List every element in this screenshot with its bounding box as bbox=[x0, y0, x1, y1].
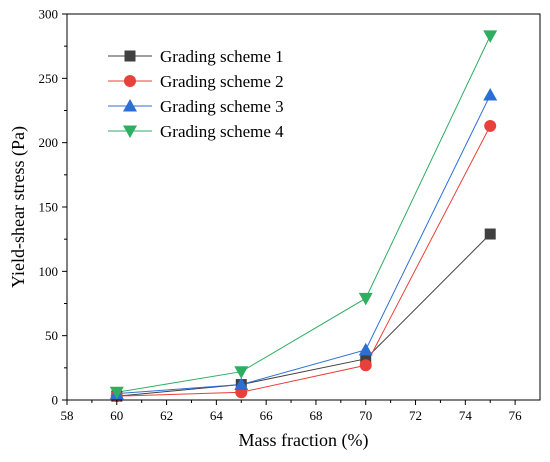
data-point-s1-x70 bbox=[360, 353, 372, 365]
x-tick-label-58: 58 bbox=[61, 408, 74, 423]
x-tick-label-76: 76 bbox=[509, 408, 523, 423]
data-point-s1-x75 bbox=[484, 228, 496, 240]
y-tick-label-150: 150 bbox=[39, 200, 59, 215]
legend-label-3: Grading scheme 3 bbox=[160, 97, 284, 116]
legend-entry-2: Grading scheme 2 bbox=[108, 72, 284, 91]
y-tick-label-0: 0 bbox=[52, 393, 59, 408]
x-tick-label-70: 70 bbox=[359, 408, 372, 423]
y-tick-label-300: 300 bbox=[39, 7, 59, 22]
data-point-s2-x75 bbox=[484, 119, 497, 132]
y-tick-label-200: 200 bbox=[39, 135, 59, 150]
y-axis-title: Yield-shear stress (Pa) bbox=[8, 126, 29, 288]
x-tick-label-64: 64 bbox=[210, 408, 224, 423]
legend-label-1: Grading scheme 1 bbox=[160, 47, 284, 66]
legend-label-4: Grading scheme 4 bbox=[160, 122, 284, 141]
x-tick-label-74: 74 bbox=[459, 408, 473, 423]
y-tick-label-250: 250 bbox=[39, 71, 59, 86]
x-axis-title: Mass fraction (%) bbox=[239, 430, 369, 451]
y-tick-label-100: 100 bbox=[39, 264, 59, 279]
series-markers-2 bbox=[110, 119, 497, 403]
series-2 bbox=[116, 125, 491, 397]
legend-entry-4: Grading scheme 4 bbox=[108, 122, 284, 141]
series-3 bbox=[116, 94, 491, 395]
data-point-s3-x65 bbox=[234, 377, 249, 391]
series-1 bbox=[116, 233, 491, 397]
ticks-layer: 58 60 62 64 66 68 70 72 74 76 0 50 100 150 200 250 300 bbox=[39, 7, 523, 424]
legend-entry-1: Grading scheme 1 bbox=[108, 47, 284, 66]
series-line-1 bbox=[116, 233, 491, 397]
series-line-3 bbox=[116, 94, 491, 395]
legend: Grading scheme 1 Grading scheme 2 Grading … bbox=[108, 47, 284, 141]
y-tick-label-50: 50 bbox=[45, 328, 58, 343]
data-point-s4-x75 bbox=[483, 30, 498, 43]
x-tick-label-66: 66 bbox=[260, 408, 274, 423]
legend-label-2: Grading scheme 2 bbox=[160, 72, 284, 91]
x-tick-label-62: 62 bbox=[160, 408, 173, 423]
legend-marker bbox=[124, 75, 136, 87]
x-tick-label-68: 68 bbox=[309, 408, 322, 423]
series-layer bbox=[109, 30, 498, 403]
data-point-s4-x60 bbox=[109, 386, 124, 400]
series-line-2 bbox=[116, 125, 491, 397]
series-markers-4 bbox=[109, 30, 498, 400]
legend-entry-3: Grading scheme 3 bbox=[108, 97, 284, 116]
series-4 bbox=[116, 35, 491, 393]
series-line-4 bbox=[116, 35, 491, 393]
x-tick-label-72: 72 bbox=[409, 408, 422, 423]
plot-frame bbox=[66, 13, 541, 401]
data-point-s3-x75 bbox=[483, 88, 498, 101]
x-tick-label-60: 60 bbox=[110, 408, 123, 423]
legend-marker bbox=[124, 50, 136, 62]
series-markers-1 bbox=[111, 228, 496, 402]
data-point-s3-x70 bbox=[358, 342, 373, 356]
legend-marker bbox=[123, 99, 137, 112]
data-point-s2-x70 bbox=[359, 359, 372, 372]
legend-marker bbox=[123, 125, 137, 138]
data-point-s4-x70 bbox=[358, 292, 373, 306]
data-point-s4-x65 bbox=[234, 366, 249, 379]
